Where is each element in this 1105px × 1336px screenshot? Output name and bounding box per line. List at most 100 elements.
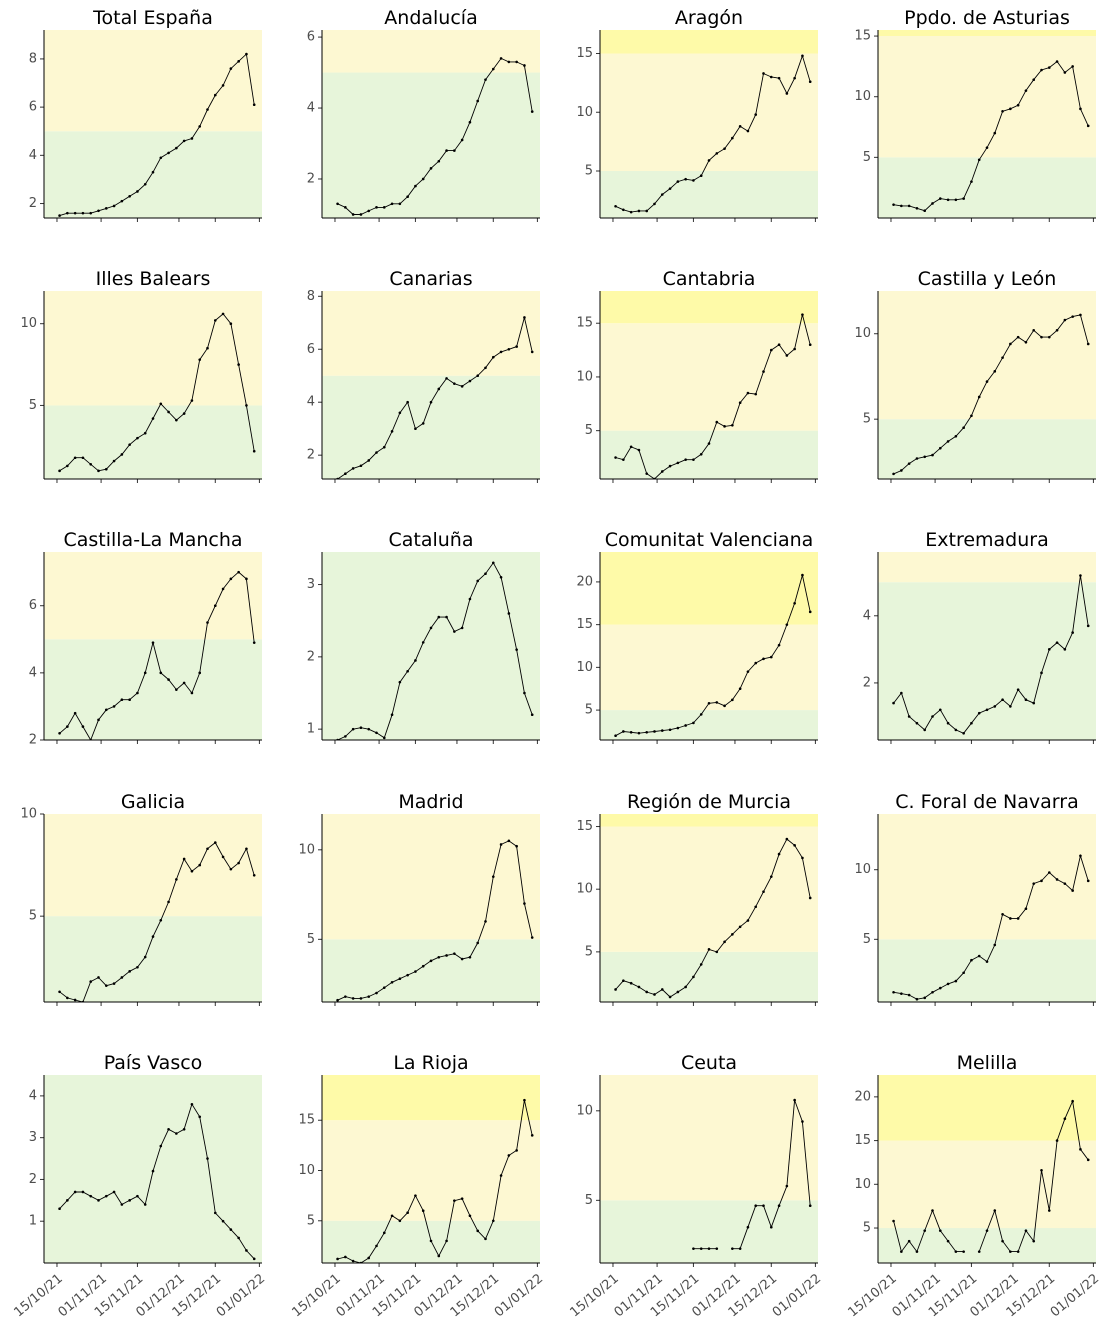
point [723,704,726,708]
y-tick-label: 15 [854,29,871,44]
point [907,993,911,997]
point [382,1231,386,1235]
point [793,844,796,847]
panel-title: C. Foral de Navarra [895,791,1078,813]
series [336,839,534,1002]
point [484,920,487,923]
point [993,705,997,708]
point [530,1134,534,1137]
band [44,552,262,640]
point [437,615,441,619]
band [600,1075,818,1201]
point [977,395,981,399]
point [746,1225,750,1229]
panel: Castilla y León 5 10 [854,268,1096,483]
point [81,456,85,460]
point [252,449,256,453]
point [182,1128,186,1131]
point [375,731,378,735]
point [336,1257,339,1261]
point [962,426,965,430]
point [359,1261,363,1263]
point [954,434,958,438]
series [58,52,256,217]
point [89,980,93,983]
y-tick-label: 10 [576,660,593,675]
point [900,204,903,208]
point [468,955,472,959]
point [167,678,170,681]
point [931,990,934,994]
point [159,918,163,922]
bands [44,814,262,1002]
point [359,464,363,468]
point [1079,854,1082,858]
point [344,1255,347,1259]
point [221,587,225,591]
point [499,576,503,579]
point [453,149,456,152]
point [946,721,950,725]
point [390,981,394,984]
bands [600,1075,818,1263]
series [892,1099,1090,1253]
point [97,469,100,473]
point [769,75,773,79]
y-tick-label: 4 [307,395,315,410]
point [808,1204,812,1208]
point [1086,624,1090,628]
point [382,445,386,449]
point [491,355,495,359]
point [946,198,950,202]
band [878,1228,1096,1263]
point [684,458,687,461]
point [793,601,796,605]
panel: Galicia 5 10 [20,791,262,1006]
point [359,213,363,216]
point [112,982,116,985]
point [437,387,441,391]
point [351,213,355,216]
point [1055,329,1059,332]
point [120,698,124,702]
point [190,691,194,695]
point [653,477,656,479]
point [985,146,989,149]
point [699,452,703,456]
point [785,92,789,95]
point [167,900,170,904]
point [97,976,100,979]
point [715,1247,719,1250]
point [375,451,378,454]
point [190,869,194,873]
point [731,933,734,936]
point [738,125,742,128]
point [523,1098,526,1102]
panel: Andalucía 2 4 6 [307,7,540,222]
bands [322,814,540,1002]
point [1001,698,1004,702]
point [252,641,256,644]
point [645,990,649,994]
point [1047,335,1051,339]
band [600,291,818,324]
panel-title: Total España [92,7,213,29]
panel: Ceuta51015/10/2101/11/2115/11/2101/12/21… [567,1052,824,1320]
series [58,1102,256,1261]
line [337,561,533,740]
point [453,952,456,955]
point [1032,1239,1036,1243]
point [754,905,758,909]
point [198,671,202,675]
point [985,960,989,963]
band [44,30,262,132]
point [237,1236,240,1240]
point [128,1199,131,1202]
x-tick-label: 15/10/21 [567,1271,621,1320]
point [668,187,672,190]
line [615,314,811,479]
series [892,574,1090,735]
y-tick-label: 5 [585,944,593,959]
point [530,713,534,716]
band [600,710,818,740]
